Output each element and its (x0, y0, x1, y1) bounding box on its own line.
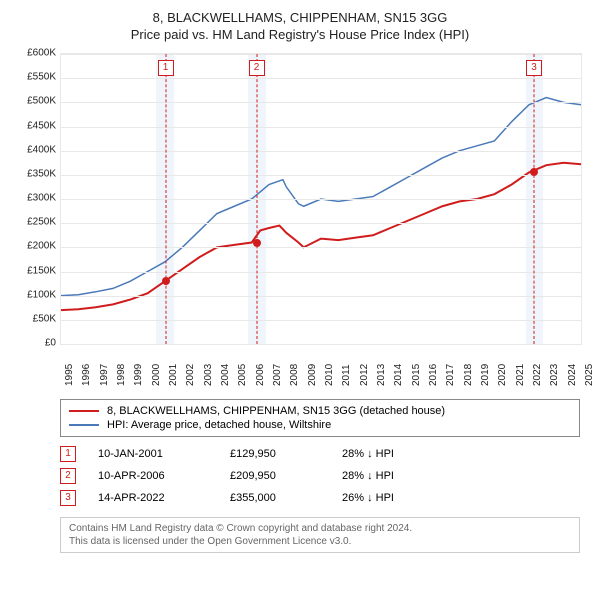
gridline-h (61, 175, 581, 176)
x-axis-label: 2005 (237, 364, 248, 386)
x-axis-label: 2003 (203, 364, 214, 386)
gridline-h (61, 247, 581, 248)
gridline-h (61, 223, 581, 224)
y-axis-label: £0 (12, 338, 56, 349)
series-line-property (61, 163, 581, 310)
x-axis-label: 2016 (428, 364, 439, 386)
y-axis-label: £250K (12, 217, 56, 228)
callout-line (534, 54, 535, 344)
gridline-h (61, 102, 581, 103)
chart-title-block: 8, BLACKWELLHAMS, CHIPPENHAM, SN15 3GG P… (10, 10, 590, 42)
legend-item-property: 8, BLACKWELLHAMS, CHIPPENHAM, SN15 3GG (… (69, 404, 571, 418)
x-axis-label: 1995 (64, 364, 75, 386)
gridline-h (61, 344, 581, 345)
x-axis-label: 1997 (99, 364, 110, 386)
event-marker-2: 2 (60, 468, 76, 484)
event-price-2: £209,950 (230, 470, 320, 482)
event-date-1: 10-JAN-2001 (98, 448, 208, 460)
data-marker (162, 277, 170, 285)
copyright-line-1: Contains HM Land Registry data © Crown c… (69, 522, 571, 535)
y-axis-label: £150K (12, 265, 56, 276)
y-axis-label: £350K (12, 168, 56, 179)
x-axis-label: 2010 (324, 364, 335, 386)
x-axis-label: 2007 (272, 364, 283, 386)
gridline-h (61, 127, 581, 128)
y-axis-label: £450K (12, 120, 56, 131)
x-axis-label: 2015 (411, 364, 422, 386)
event-price-3: £355,000 (230, 492, 320, 504)
x-axis-label: 2006 (255, 364, 266, 386)
y-axis-label: £300K (12, 193, 56, 204)
events-table: 1 10-JAN-2001 £129,950 28% ↓ HPI 2 10-AP… (60, 443, 580, 509)
y-axis-label: £500K (12, 96, 56, 107)
gridline-h (61, 320, 581, 321)
event-marker-1: 1 (60, 446, 76, 462)
legend-swatch-hpi (69, 424, 99, 426)
legend: 8, BLACKWELLHAMS, CHIPPENHAM, SN15 3GG (… (60, 399, 580, 437)
x-axis-label: 1998 (116, 364, 127, 386)
copyright-notice: Contains HM Land Registry data © Crown c… (60, 517, 580, 553)
legend-label-hpi: HPI: Average price, detached house, Wilt… (107, 419, 331, 431)
event-price-1: £129,950 (230, 448, 320, 460)
callout-line (165, 54, 166, 344)
x-axis-label: 2014 (393, 364, 404, 386)
x-axis-label: 2013 (376, 364, 387, 386)
event-row-3: 3 14-APR-2022 £355,000 26% ↓ HPI (60, 487, 580, 509)
gridline-h (61, 272, 581, 273)
y-axis-label: £550K (12, 72, 56, 83)
plot-area: 1 2 3 (60, 53, 582, 345)
callout-line (256, 54, 257, 344)
x-axis-label: 2018 (463, 364, 474, 386)
y-axis-label: £100K (12, 289, 56, 300)
callout-label: 1 (158, 60, 174, 76)
data-marker (253, 239, 261, 247)
gridline-h (61, 151, 581, 152)
callout-label: 3 (526, 60, 542, 76)
x-axis-label: 2012 (359, 364, 370, 386)
x-axis-label: 2002 (185, 364, 196, 386)
x-axis-label: 2024 (567, 364, 578, 386)
y-axis-label: £200K (12, 241, 56, 252)
legend-item-hpi: HPI: Average price, detached house, Wilt… (69, 418, 571, 432)
x-axis-label: 2022 (532, 364, 543, 386)
y-axis-label: £400K (12, 144, 56, 155)
event-row-2: 2 10-APR-2006 £209,950 28% ↓ HPI (60, 465, 580, 487)
x-axis-label: 2023 (549, 364, 560, 386)
x-axis-label: 2009 (307, 364, 318, 386)
callout-label: 2 (249, 60, 265, 76)
event-date-3: 14-APR-2022 (98, 492, 208, 504)
event-delta-1: 28% ↓ HPI (342, 448, 394, 460)
gridline-h (61, 78, 581, 79)
x-axis-label: 2021 (515, 364, 526, 386)
x-axis-label: 2011 (341, 364, 352, 386)
x-axis-label: 2025 (584, 364, 595, 386)
x-axis-label: 2001 (168, 364, 179, 386)
chart-container: 1 2 3 £0 £50K £100K £150K £200K £250K £300K £350K… (10, 48, 590, 393)
legend-swatch-property (69, 410, 99, 412)
x-axis-label: 2000 (151, 364, 162, 386)
x-axis-label: 2004 (220, 364, 231, 386)
data-marker (530, 168, 538, 176)
x-axis-label: 2008 (289, 364, 300, 386)
copyright-line-2: This data is licensed under the Open Gov… (69, 535, 571, 548)
y-axis-label: £600K (12, 48, 56, 59)
x-axis-label: 2019 (480, 364, 491, 386)
event-delta-2: 28% ↓ HPI (342, 470, 394, 482)
title-line-2: Price paid vs. HM Land Registry's House … (10, 27, 590, 42)
x-axis-label: 1996 (81, 364, 92, 386)
event-date-2: 10-APR-2006 (98, 470, 208, 482)
legend-label-property: 8, BLACKWELLHAMS, CHIPPENHAM, SN15 3GG (… (107, 405, 445, 417)
event-marker-3: 3 (60, 490, 76, 506)
event-delta-3: 26% ↓ HPI (342, 492, 394, 504)
x-axis-label: 2020 (497, 364, 508, 386)
x-axis-label: 2017 (445, 364, 456, 386)
gridline-h (61, 296, 581, 297)
y-axis-label: £50K (12, 313, 56, 324)
gridline-h (61, 54, 581, 55)
event-row-1: 1 10-JAN-2001 £129,950 28% ↓ HPI (60, 443, 580, 465)
title-line-1: 8, BLACKWELLHAMS, CHIPPENHAM, SN15 3GG (10, 10, 590, 25)
gridline-h (61, 199, 581, 200)
x-axis-label: 1999 (133, 364, 144, 386)
